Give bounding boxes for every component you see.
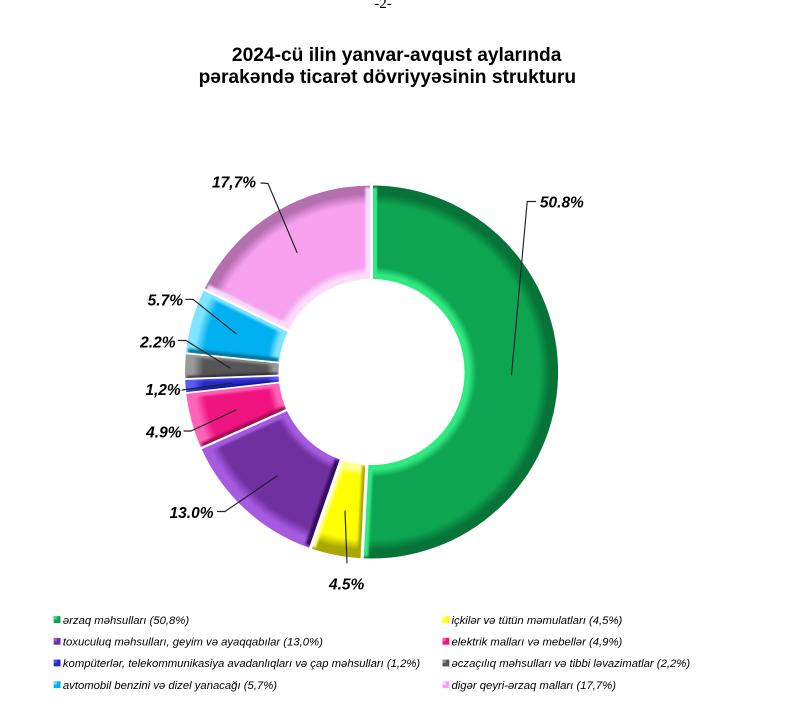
svg-text:içkilər və tütün məmulatları (: içkilər və tütün məmulatları (4,5%)	[452, 615, 623, 627]
svg-text:digər qeyri-ərzaq malları (17,: digər qeyri-ərzaq malları (17,7%)	[452, 680, 617, 692]
svg-text:toxuculuq məhsulları, geyim və: toxuculuq məhsulları, geyim və ayaqqabıl…	[63, 637, 323, 649]
svg-text:5.7%: 5.7%	[148, 293, 184, 310]
svg-text:50.8%: 50.8%	[540, 194, 584, 211]
svg-text:2.2%: 2.2%	[139, 334, 176, 351]
svg-text:17,7%: 17,7%	[212, 175, 256, 192]
svg-text:4.9%: 4.9%	[145, 424, 182, 441]
svg-text:əczaçılıq məhsulları və tibbi: əczaçılıq məhsulları və tibbi ləvazimatl…	[452, 658, 691, 670]
svg-text:avtomobil benzini və dizel yan: avtomobil benzini və dizel yanacağı (5,7…	[63, 680, 277, 692]
svg-text:elektrik malları və mebellər (: elektrik malları və mebellər (4,9%)	[452, 637, 623, 649]
svg-text:13.0%: 13.0%	[170, 505, 214, 522]
svg-text:kompüterlər, telekommunikasiya: kompüterlər, telekommunikasiya avadanlıq…	[63, 658, 421, 670]
svg-text:1,2%: 1,2%	[145, 382, 181, 399]
svg-text:ərzaq məhsulları (50,8%): ərzaq məhsulları (50,8%)	[63, 615, 189, 627]
svg-text:4.5%: 4.5%	[328, 576, 365, 593]
